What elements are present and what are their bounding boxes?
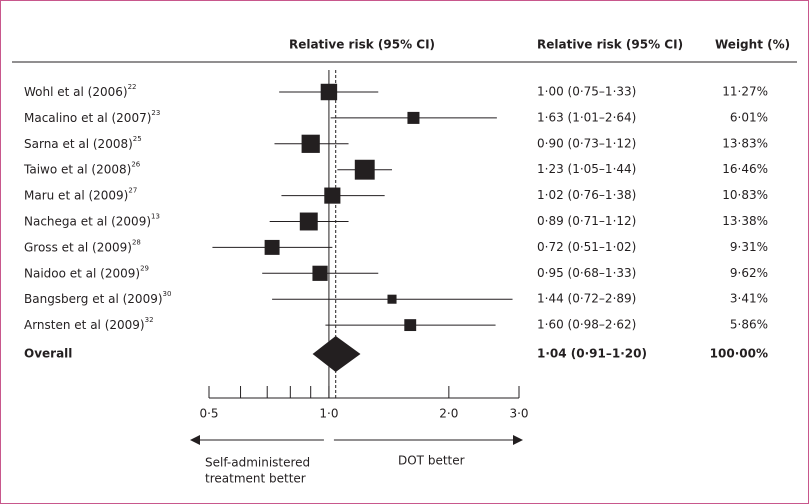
study-reference: 30 [163,290,172,298]
point-box [301,134,320,153]
study-reference: 13 [151,213,160,221]
study-reference: 28 [132,238,141,246]
ci-label: 1·60 (0·98–2·62) [537,318,636,332]
weight-label: 9·31% [730,240,768,254]
study-label: Taiwo et al (2008)26 [23,161,141,177]
study-name: Arnsten et al (2009) [24,318,145,332]
study-label: Naidoo et al (2009)29 [24,264,149,280]
study-name: Macalino et al (2007) [24,110,151,124]
weight-label: 16·46% [722,162,768,176]
ci-label: 1·23 (1·05–1·44) [537,162,636,176]
point-box [354,159,375,180]
study-label: Maru et al (2009)27 [24,187,137,203]
overall-diamond [312,336,361,372]
study-label: Bangsberg et al (2009)30 [24,290,171,306]
header-plot: Relative risk (95% CI) [289,38,435,52]
ci-label: 0·95 (0·68–1·33) [537,266,636,280]
study-name: Sarna et al (2008) [24,136,133,150]
study-name: Naidoo et al (2009) [24,266,140,280]
study-reference: 29 [140,264,149,272]
study-label: Wohl et al (2006)22 [24,83,137,99]
x-tick-label: 0·5 [199,407,218,421]
x-tick-label: 3·0 [509,407,528,421]
study-name: Wohl et al (2006) [24,85,128,99]
ci-label: 1·02 (0·76–1·38) [537,188,636,202]
x-tick-label: 2·0 [439,407,458,421]
point-box [324,187,341,204]
point-box [407,111,420,124]
left-direction-label: treatment better [205,472,306,486]
study-name: Taiwo et al (2008) [23,162,131,176]
header-weight: Weight (%) [715,38,790,52]
weight-label: 5·86% [730,318,768,332]
study-reference: 26 [131,161,140,169]
point-box [404,319,417,332]
weight-label: 3·41% [730,292,768,306]
weight-label: 13·38% [722,214,768,228]
weight-label: 13·83% [722,136,768,150]
study-label: Gross et al (2009)28 [24,238,141,254]
ci-label: 0·89 (0·71–1·12) [537,214,636,228]
ci-label: 1·44 (0·72–2·89) [537,292,636,306]
study-label: Arnsten et al (2009)32 [24,316,154,332]
study-name: Bangsberg et al (2009) [24,292,163,306]
point-box [264,239,280,255]
study-name: Gross et al (2009) [24,240,132,254]
point-box [299,212,318,231]
right-arrowhead [513,435,523,445]
study-reference: 25 [133,135,142,143]
study-label: Macalino et al (2007)23 [24,109,160,125]
overall-label: Overall [24,347,72,361]
study-reference: 23 [151,109,160,117]
study-reference: 22 [128,83,137,91]
overall-weight-label: 100·00% [710,347,768,361]
point-box [320,83,338,101]
point-box [387,294,397,304]
ci-label: 1·63 (1·01–2·64) [537,110,636,124]
weight-label: 10·83% [722,188,768,202]
study-reference: 32 [145,316,154,324]
study-name: Nachega et al (2009) [24,214,151,228]
overall-ci-label: 1·04 (0·91–1·20) [537,347,647,361]
ci-label: 0·90 (0·73–1·12) [537,136,636,150]
left-arrowhead [190,435,200,445]
study-label: Sarna et al (2008)25 [24,135,142,151]
weight-label: 11·27% [722,85,768,99]
ci-label: 1·00 (0·75–1·33) [537,85,636,99]
weight-label: 6·01% [730,110,768,124]
study-label: Nachega et al (2009)13 [24,213,160,229]
x-tick-label: 1·0 [319,407,338,421]
study-reference: 27 [128,187,137,195]
header-ci: Relative risk (95% CI) [537,38,683,52]
weight-label: 9·62% [730,266,768,280]
left-direction-label: Self-administered [205,456,310,470]
ci-label: 0·72 (0·51–1·02) [537,240,636,254]
right-direction-label: DOT better [398,454,465,468]
study-name: Maru et al (2009) [24,188,128,202]
point-box [312,265,328,281]
